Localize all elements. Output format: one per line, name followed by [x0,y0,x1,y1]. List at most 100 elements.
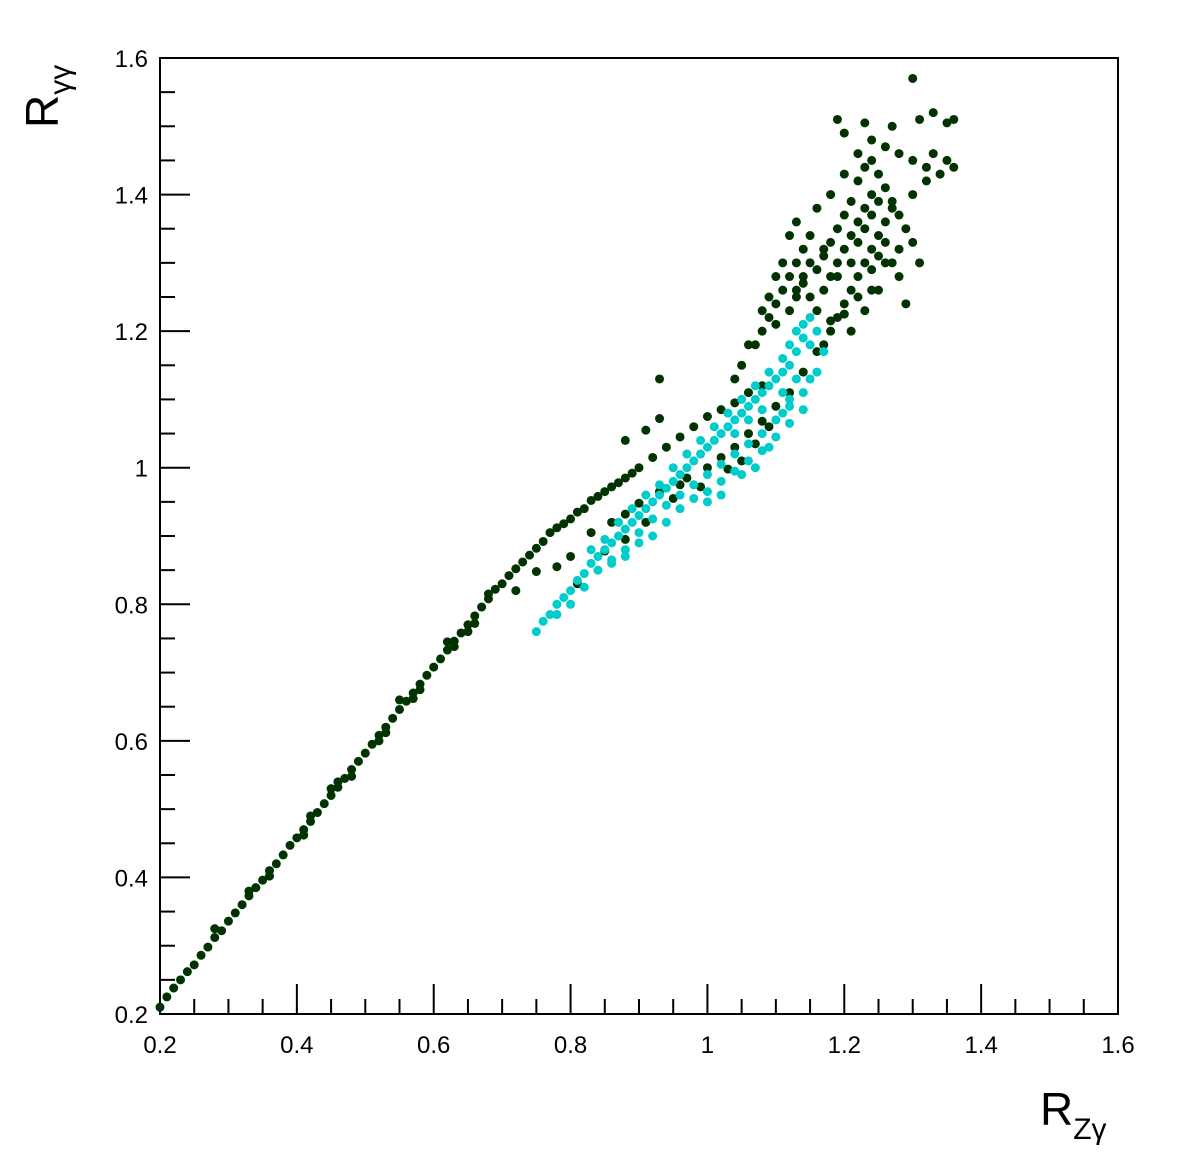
data-point [586,545,596,555]
data-point [566,586,576,596]
data-point [798,272,808,282]
data-point [737,394,747,404]
data-point [641,490,651,500]
data-point [655,490,665,500]
data-point [723,408,733,418]
data-point [764,422,774,432]
x-axis-label: RZγ [1040,1083,1107,1146]
data-point [593,565,603,575]
data-point [921,176,931,186]
data-point [223,916,233,926]
data-point [566,514,576,524]
data-point [237,900,247,910]
data-point [470,618,480,628]
data-point [750,340,760,350]
data-point [785,231,795,241]
data-point [805,231,815,241]
data-point [607,482,617,492]
data-point [169,983,179,993]
data-point [586,495,596,505]
data-point [689,493,699,503]
data-point [791,217,801,227]
data-point [805,374,815,384]
data-point [306,811,316,821]
y-tick-label: 0.2 [115,1002,148,1029]
data-point [757,429,767,439]
data-point [730,374,740,384]
data-point [716,405,726,415]
data-point [661,483,671,493]
y-tick-label: 0.8 [115,592,148,619]
data-point [702,463,712,473]
data-point [552,599,562,609]
data-point [702,497,712,507]
data-point [860,306,870,316]
data-point [874,169,883,179]
data-point [566,599,576,609]
data-point [880,258,890,268]
data-point [874,231,883,241]
data-point [771,432,781,442]
data-point [244,886,254,896]
data-point [750,439,760,449]
data-point [511,586,521,596]
data-point [921,162,931,172]
data-point [887,196,897,206]
data-point [853,292,863,302]
data-point [812,367,822,377]
data-point [648,531,658,541]
data-point [867,190,877,200]
data-point [730,442,740,452]
data-point [778,367,788,377]
data-point [668,476,678,486]
data-point [867,244,877,254]
data-point [839,299,849,309]
y-axis-label-main: R [16,95,68,128]
data-point [655,480,665,490]
data-point [771,401,781,411]
data-point [757,388,767,398]
data-point [271,859,281,869]
data-point [388,713,398,723]
data-point [538,536,548,546]
y-tick-label: 1.4 [115,183,148,210]
data-point [826,190,836,200]
data-point [668,493,678,503]
data-point [894,244,904,254]
data-point [162,992,172,1002]
y-tick-label: 0.4 [115,865,148,892]
data-point [880,217,890,227]
data-point [798,405,808,415]
data-point [620,551,630,561]
data-point [593,491,603,501]
data-point [661,442,671,452]
data-point [600,534,610,544]
data-point [326,790,336,800]
data-point [915,114,925,124]
data-point [737,470,747,480]
data-point [689,422,699,432]
y-tick-label: 1 [135,456,148,483]
data-point [839,128,849,138]
data-point [757,326,767,336]
data-point [874,196,883,206]
data-point [839,169,849,179]
data-point [839,244,849,254]
data-point [477,602,487,612]
data-point [203,942,213,952]
data-point [655,374,665,384]
data-point [217,926,227,936]
data-point [928,149,938,159]
data-point [723,422,733,432]
data-point [702,487,712,497]
data-point [757,416,767,426]
data-point [819,285,829,295]
data-point [340,773,350,783]
data-point [586,558,596,568]
data-point [381,728,391,738]
data-point [176,975,186,985]
data-point [778,353,788,363]
data-point [826,326,836,336]
data-point [545,528,555,538]
data-point [798,278,808,288]
